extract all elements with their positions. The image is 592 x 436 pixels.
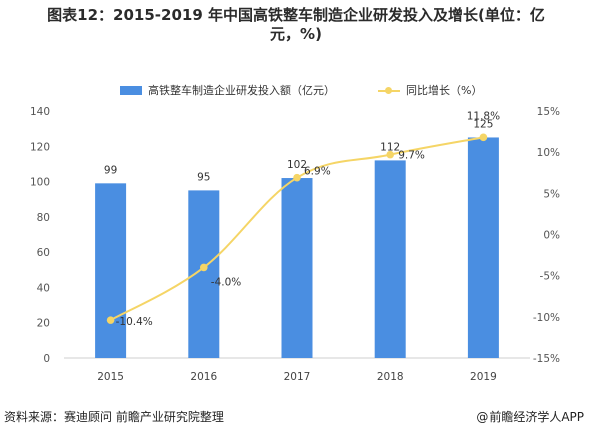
bar [281,178,313,358]
left-axis-tick-label: 120 [30,141,50,153]
x-axis-tick-label: 2017 [284,371,311,383]
growth-value-label: 11.8% [467,110,500,122]
growth-point [386,150,395,159]
right-axis-tick-label: 0% [543,230,560,242]
x-axis-tick-label: 2015 [97,371,124,383]
growth-point [106,316,115,324]
growth-point [293,173,301,182]
brand-credit: @ 前瞻经济学人APP [476,408,584,425]
right-axis-tick-label: -5% [540,271,560,283]
x-axis-tick-label: 2016 [190,371,217,383]
growth-value-label: -4.0% [211,276,241,288]
chart-legend: 高铁整车制造企业研发投入额（亿元） 同比增长（%） [0,82,592,98]
growth-point [479,133,488,142]
chart-title: 图表12：2015-2019 年中国高铁整车制造企业研发投入及增长(单位：亿 元… [0,6,592,44]
right-axis-tick-label: 5% [543,188,560,200]
legend-item-bar: 高铁整车制造企业研发投入额（亿元） [120,82,335,98]
right-axis-tick-label: -15% [533,353,560,365]
source-note: 资料来源：赛迪顾问 前瞻产业研究院整理 [4,410,224,424]
left-axis-tick-label: 80 [37,212,50,224]
legend-bar-swatch [120,85,142,95]
left-axis-tick-label: 40 [37,282,50,294]
legend-bar-label: 高铁整车制造企业研发投入额（亿元） [148,84,335,97]
bar-value-label: 95 [197,171,210,183]
left-axis-tick-label: 20 [37,318,50,330]
right-axis-tick-label: -10% [533,312,560,324]
brand-name: 前瞻经济学人APP [489,410,584,424]
left-axis-tick-label: 100 [30,177,50,189]
left-axis-tick-label: 0 [43,353,50,365]
growth-value-label: 6.9% [304,166,331,178]
x-axis-tick-label: 2018 [377,371,404,383]
growth-point [200,263,208,272]
legend-line-swatch [378,86,400,95]
bar-value-label: 102 [287,159,307,171]
chart-title-line2: 元，%) [270,25,322,43]
bar-value-label: 99 [104,164,117,176]
bar-value-label: 125 [473,118,493,130]
legend-line-label: 同比增长（%） [406,84,483,97]
bar [467,137,499,358]
footer: 资料来源：赛迪顾问 前瞻产业研究院整理 @ 前瞻经济学人APP [0,408,592,436]
left-axis-tick-label: 140 [30,106,50,118]
growth-value-label: -10.4% [116,316,153,328]
bar [95,183,127,358]
growth-value-label: 9.7% [398,150,425,162]
right-axis-tick-label: 15% [537,106,560,118]
left-axis-tick-label: 60 [37,247,50,259]
right-axis-tick-label: 10% [537,147,560,159]
at-symbol-icon: @ [476,409,489,424]
x-axis-tick-label: 2019 [470,371,497,383]
bar [374,160,406,358]
legend-item-line: 同比增长（%） [378,82,482,98]
chart-title-line1: 图表12：2015-2019 年中国高铁整车制造企业研发投入及增长(单位：亿 [47,6,545,24]
bar-value-label: 112 [380,141,400,153]
